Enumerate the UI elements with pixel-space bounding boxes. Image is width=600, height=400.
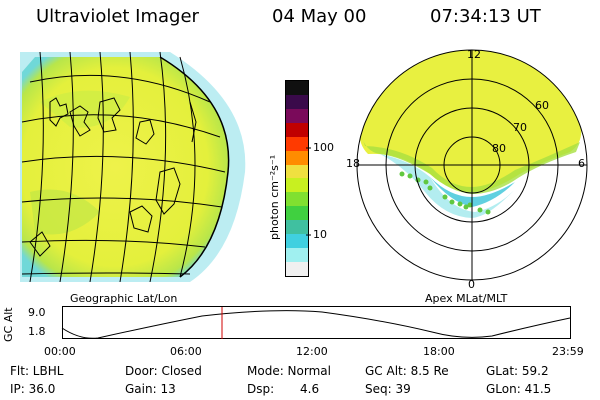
colorbar-tick-10: 10 <box>313 228 327 241</box>
left-panel-caption: Geographic Lat/Lon <box>70 292 178 305</box>
altitude-y-tick-top: 9.0 <box>28 306 46 319</box>
mlt-label-18: 18 <box>346 157 360 170</box>
colorbar-swatch <box>286 192 308 207</box>
colorbar-swatch <box>286 206 308 221</box>
altitude-y-label: GC Alt <box>2 307 15 342</box>
info-gain: Gain: 13 <box>125 382 176 396</box>
altitude-y-tick-bottom: 1.8 <box>28 325 46 338</box>
info-flt: Flt: LBHL <box>10 364 64 378</box>
colorbar-swatch <box>286 164 308 179</box>
colorbar-swatch <box>286 94 308 109</box>
colorbar-swatch <box>286 81 308 95</box>
info-dsp-label: Dsp: <box>247 382 275 396</box>
colorbar-swatch <box>286 234 308 249</box>
mlat-label-60: 60 <box>535 99 549 112</box>
mlt-label-12: 12 <box>467 48 481 61</box>
info-ip: IP: 36.0 <box>10 382 56 396</box>
instrument-title: Ultraviolet Imager <box>36 6 199 27</box>
info-seq: Seq: 39 <box>365 382 411 396</box>
info-glat: GLat: 59.2 <box>486 364 549 378</box>
info-glon: GLon: 41.5 <box>486 382 552 396</box>
mlt-label-6: 6 <box>578 157 585 170</box>
info-dsp-value: 4.6 <box>300 382 320 396</box>
mlat-label-70: 70 <box>513 121 527 134</box>
colorbar-swatch <box>286 108 308 123</box>
info-door: Door: Closed <box>125 364 202 378</box>
colorbar-swatch <box>286 178 308 193</box>
colorbar-swatch <box>286 122 308 137</box>
right-panel-caption: Apex MLat/MLT <box>425 292 508 305</box>
time-label: 07:34:13 UT <box>430 6 541 27</box>
colorbar-swatch <box>286 136 308 151</box>
time-tick-0600: 06:00 <box>170 345 202 358</box>
date-label: 04 May 00 <box>272 6 367 27</box>
colorbar-swatch <box>286 150 308 165</box>
mlt-label-0: 0 <box>468 278 475 291</box>
info-mode: Mode: Normal <box>247 364 331 378</box>
geographic-image <box>20 51 246 282</box>
colorbar-swatch <box>286 261 308 276</box>
colorbar-swatch <box>286 220 308 235</box>
time-tick-1200: 12:00 <box>296 345 328 358</box>
info-gc-alt: GC Alt: 8.5 Re <box>365 364 449 378</box>
altitude-plot <box>61 306 571 339</box>
time-tick-1800: 18:00 <box>423 345 455 358</box>
time-tick-2359: 23:59 <box>552 345 584 358</box>
colorbar-swatch <box>286 248 308 262</box>
colorbar-unit-label: photon cm⁻²s⁻¹ <box>268 154 281 240</box>
time-tick-0000: 00:00 <box>44 345 76 358</box>
mlat-label-80: 80 <box>492 142 506 155</box>
colorbar-ticks <box>306 147 311 236</box>
polar-plot <box>356 49 588 281</box>
colorbar <box>285 80 309 277</box>
colorbar-tick-100: 100 <box>313 141 334 154</box>
